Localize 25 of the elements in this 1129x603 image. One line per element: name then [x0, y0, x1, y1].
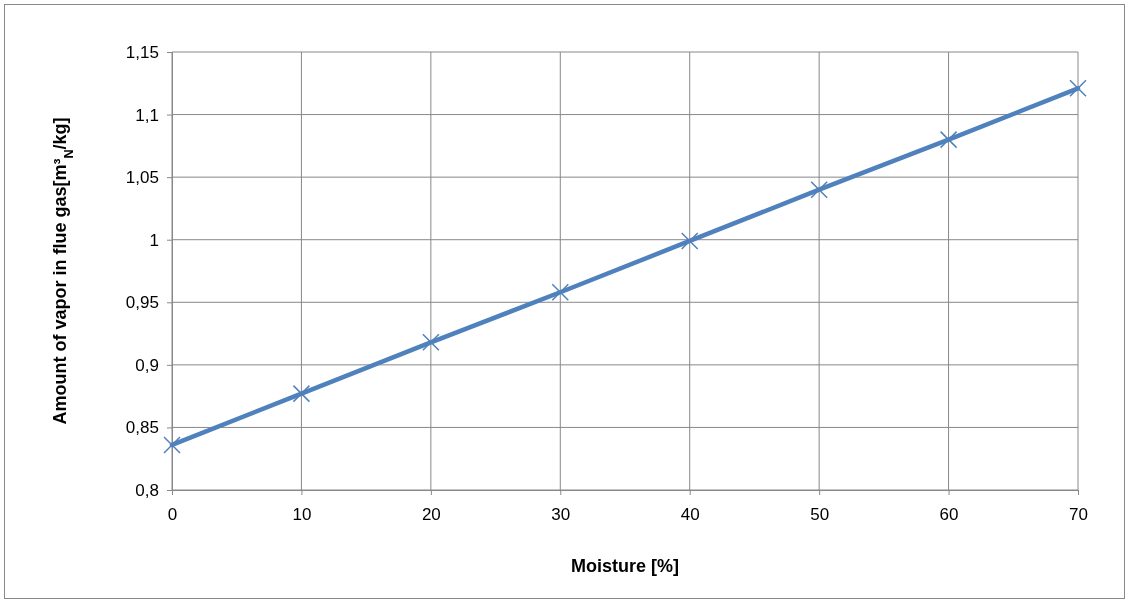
y-tick-label: 0,85	[125, 418, 159, 438]
point	[551, 283, 570, 302]
y-tick-label: 1,05	[125, 168, 159, 188]
point	[163, 436, 181, 454]
y-tick-label: 1,15	[125, 42, 159, 62]
y-tick-label: 1	[149, 230, 159, 250]
point	[292, 384, 311, 403]
x-tick-label: 70	[1069, 505, 1088, 525]
x-tick-label: 20	[421, 505, 441, 525]
x-axis-title: Moisture [%]	[571, 556, 679, 576]
point	[810, 180, 828, 199]
x-tick-label: 40	[680, 505, 700, 525]
x-tick-label: 10	[292, 505, 312, 525]
y-tick-label: 1,1	[135, 105, 159, 125]
point	[1069, 79, 1087, 98]
y-tick-label: 0,95	[125, 293, 159, 313]
x-tick-label: 30	[551, 505, 571, 525]
x-tick-label: 50	[810, 505, 830, 525]
y-tick-label: 0,8	[135, 480, 159, 500]
x-tick-label: 0	[167, 505, 178, 525]
y-tick-label: 0,9	[135, 355, 159, 375]
point	[422, 333, 440, 352]
x-tick-label: 60	[939, 505, 959, 525]
point	[680, 232, 699, 250]
point	[939, 130, 958, 149]
